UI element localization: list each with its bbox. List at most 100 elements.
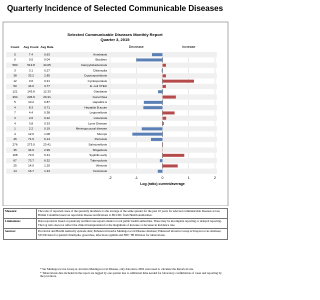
bar: [157, 169, 163, 173]
x-tick-label: 2: [214, 176, 216, 180]
cell: 0.27: [44, 68, 50, 72]
cell: 0.22: [44, 116, 50, 120]
bar: [162, 84, 166, 88]
bar: [162, 63, 166, 67]
cell: 33.2: [28, 74, 34, 78]
footnote: * Tuberculosis data included in the repo…: [40, 270, 222, 279]
cell: 6.32: [44, 158, 50, 162]
note-text: Provincial and Health Authority episode …: [36, 228, 228, 240]
cell: 23.41: [43, 143, 51, 147]
cell: 12.33: [43, 90, 51, 94]
bar: [143, 106, 163, 110]
note-row: Sources: Provincial and Health Authority …: [3, 228, 228, 240]
cell: 0.71: [44, 105, 50, 109]
cell: 583: [12, 63, 17, 67]
disease-name: E. coli VTEC: [90, 84, 108, 88]
chart-title: Selected Communicable Diseases Monthly R…: [67, 32, 163, 37]
cell: 2.2: [29, 127, 34, 131]
row-band: [6, 147, 217, 153]
disease-name: Cyclosporiasis: [88, 79, 108, 83]
cell: 44.0: [28, 84, 34, 88]
cell: 4.4: [29, 111, 34, 115]
cell: 121: [12, 90, 17, 94]
row-band: [6, 73, 217, 79]
cell: 168: [12, 153, 17, 157]
chart-subtitle: Quarter 3, 2015: [101, 37, 131, 42]
bar: [150, 137, 163, 141]
cell: 46: [13, 137, 17, 141]
cell: 0.04: [44, 58, 50, 62]
cell: 73.7: [28, 158, 34, 162]
row-band: [6, 158, 217, 164]
column-header: Avg Rate: [41, 45, 54, 49]
disease-name: Amebiasis: [93, 52, 107, 56]
note-text: The ratio of reported cases of the quart…: [36, 207, 228, 220]
row-band: [6, 83, 217, 90]
column-header: Count: [11, 45, 20, 49]
row-band: [6, 136, 217, 143]
disease-name: Tuberculosis: [90, 158, 107, 162]
disease-name: Vibriosis: [96, 164, 108, 168]
page: Quarterly Incidence of Selected Communic…: [2, 4, 229, 279]
cell: 5: [14, 100, 16, 104]
disease-name: Legionellosis: [90, 111, 108, 115]
disease-name: Meningococcal disease: [76, 127, 108, 131]
row-band: [6, 115, 217, 121]
cell: 12.6: [28, 132, 34, 136]
x-axis-label: Log (ratio) current/average: [140, 182, 185, 186]
cell: 236.9: [27, 95, 35, 99]
cell: 0.87: [44, 100, 50, 104]
cell: 12: [13, 79, 17, 83]
cell: 16.7: [28, 169, 34, 173]
chart: Quarterly Incidence of Selected Communic…: [2, 4, 229, 206]
cell: 276: [12, 143, 17, 147]
cell: 0: [14, 58, 16, 62]
cell: 14.0: [28, 164, 34, 168]
row-band: [6, 62, 217, 68]
cell: 0.33: [44, 121, 50, 125]
disease-name: Syphilis early: [89, 153, 107, 157]
note-label: Limitations:: [3, 218, 37, 230]
cell: 14: [13, 169, 17, 173]
cell: 67: [13, 158, 17, 162]
note-label: Sources:: [3, 228, 37, 240]
cell: 143.8: [27, 90, 35, 94]
disease-name: Hepatitis A: [93, 100, 107, 104]
title: Quarterly Incidence of Selected Communic…: [7, 4, 224, 13]
cell: 5: [14, 52, 16, 56]
disease-name: Gonorrhea: [93, 95, 108, 99]
bar: [143, 100, 163, 104]
cell: 3: [14, 116, 16, 120]
cell: 4: [14, 121, 16, 125]
bar: [141, 127, 163, 131]
column-header: Avg Count: [23, 45, 38, 49]
disease-name: Pertussis: [95, 137, 108, 141]
cell: 1.08: [44, 132, 50, 136]
cell: 10.2: [28, 100, 34, 104]
disease-name: Chlamydia: [93, 68, 108, 72]
cell: 394: [12, 95, 17, 99]
x-tick-label: 0: [162, 176, 164, 180]
disease-name: Yersiniosis: [93, 169, 108, 173]
cell: 1: [14, 127, 16, 131]
disease-name: Listeriosis: [94, 116, 108, 120]
bar: [162, 74, 166, 78]
footnotes: * Ser Meningococcus Group A, invasive Me…: [40, 267, 225, 279]
cell: 0.38: [44, 111, 50, 115]
cell: 73.6: [28, 153, 34, 157]
disease-name: Lyme Disease: [88, 121, 107, 125]
bar: [132, 132, 163, 136]
disease-name: Hepatitis B acute: [84, 105, 107, 109]
footnote: * Ser Meningococcus Group A, invasive Me…: [40, 267, 194, 271]
cell: 0.19: [44, 127, 50, 131]
cell: 35: [13, 148, 17, 152]
cell: 71.6: [28, 137, 34, 141]
cell: 3.1: [29, 68, 34, 72]
row-band: [6, 52, 217, 58]
chart-frame: [2, 21, 229, 206]
x-tick-label: -1: [135, 176, 138, 180]
cell: 38: [13, 74, 17, 78]
cell: 34.9: [28, 148, 34, 152]
cell: 3: [14, 68, 16, 72]
x-tick-label: -2: [108, 176, 111, 180]
